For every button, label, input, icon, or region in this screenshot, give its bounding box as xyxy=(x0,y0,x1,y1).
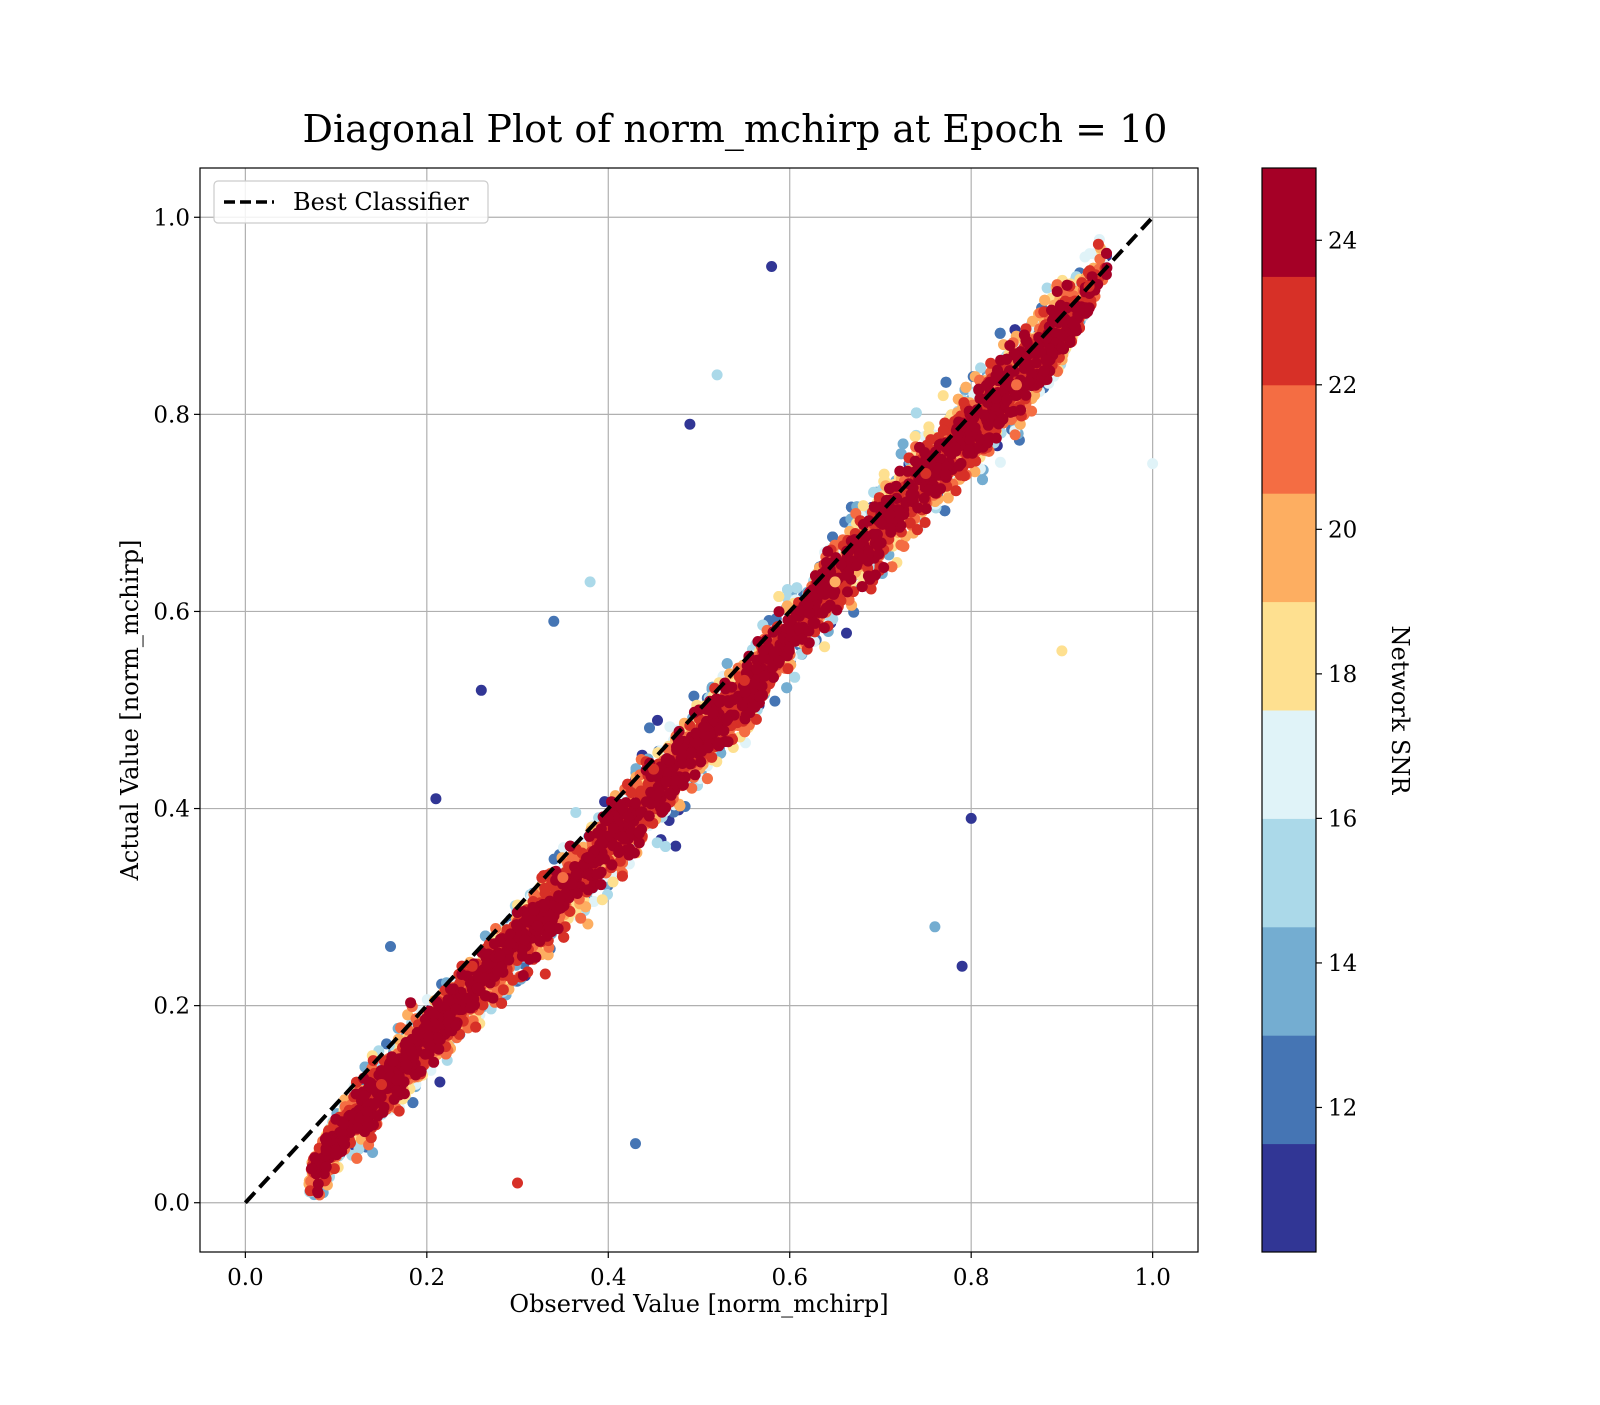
scatter-point xyxy=(898,438,909,449)
scatter-point xyxy=(434,1077,445,1088)
scatter-point xyxy=(941,377,952,388)
scatter-point xyxy=(644,722,655,733)
scatter-point xyxy=(597,894,608,905)
scatter-point xyxy=(773,591,784,602)
scatter-point xyxy=(841,628,852,639)
scatter-point xyxy=(781,682,792,693)
scatter-point xyxy=(923,421,934,432)
scatter-point xyxy=(791,582,802,593)
scatter-point xyxy=(608,877,619,888)
scatter-point xyxy=(789,672,800,683)
scatter-point xyxy=(995,457,1006,468)
scatter-point xyxy=(910,431,921,442)
scatter-point xyxy=(911,407,922,418)
scatter-point xyxy=(660,841,671,852)
scatter-point xyxy=(575,913,586,924)
scatter-point xyxy=(1080,252,1091,263)
scatter-point xyxy=(819,641,830,652)
scatter-point xyxy=(670,841,681,852)
scatter-point xyxy=(769,696,780,707)
scatter-point xyxy=(652,715,663,726)
chart-title: Diagonal Plot of norm_mchirp at Epoch = … xyxy=(303,107,1168,152)
scatter-point xyxy=(977,474,988,485)
scatter-point xyxy=(960,382,971,393)
scatter-point xyxy=(782,584,793,595)
scatter-point xyxy=(570,807,581,818)
scatter-point xyxy=(722,658,733,669)
scatter-point xyxy=(1039,295,1050,306)
scatter-point xyxy=(938,390,949,401)
scatter-point xyxy=(995,328,1006,339)
